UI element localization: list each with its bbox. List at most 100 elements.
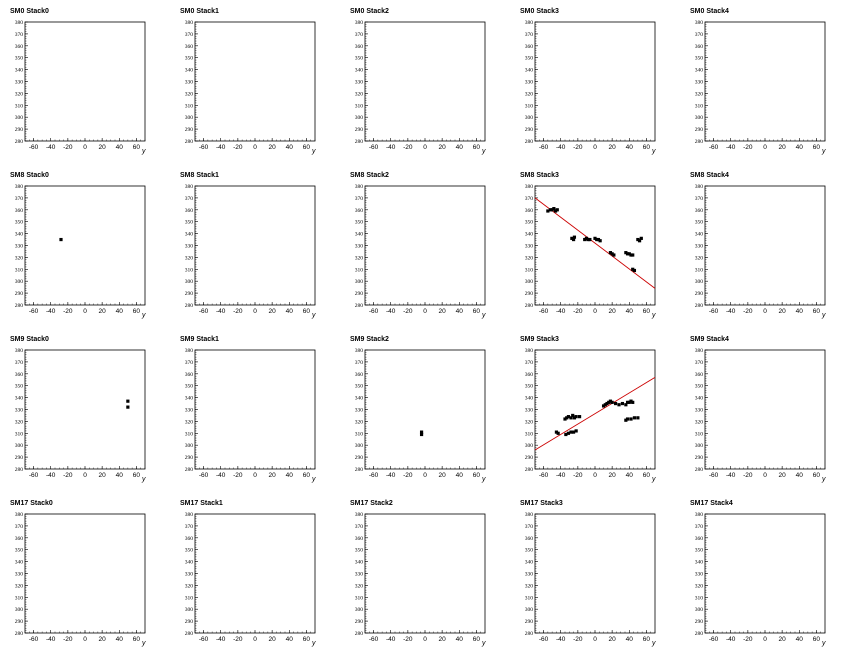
y-tick-label: 310 [525,267,534,273]
panel-title: SM8 Stack2 [350,172,389,179]
y-tick-label: 350 [15,548,24,554]
x-axis-label: y [141,476,146,483]
y-tick-label: 320 [355,419,364,425]
y-tick-label: 370 [185,196,194,202]
x-tick-label: -60 [29,472,39,479]
data-point [631,400,635,404]
x-tick-label: -20 [573,144,583,151]
y-tick-label: 320 [695,91,704,97]
data-point [584,236,589,240]
x-tick-label: -20 [233,472,243,479]
y-tick-label: 290 [525,619,534,625]
y-tick-label: 370 [15,32,24,38]
y-tick-label: 290 [695,455,704,461]
y-tick-label: 350 [355,220,364,226]
y-tick-label: 300 [15,279,24,285]
fit-line [534,376,656,451]
x-tick-label: 60 [303,308,311,315]
data-point [625,417,630,421]
y-tick-label: 320 [695,419,704,425]
x-tick-label: 40 [796,636,804,643]
x-axis-label: y [821,640,826,647]
x-tick-label: 20 [439,636,447,643]
x-tick-label: 20 [269,144,277,151]
x-tick-label: -60 [29,144,39,151]
x-tick-label: 0 [83,636,87,643]
y-tick-label: 370 [355,196,364,202]
data-point [572,416,577,420]
x-tick-label: 40 [116,636,124,643]
x-axis-label: y [481,148,486,155]
y-tick-label: 370 [185,32,194,38]
x-tick-label: -60 [199,472,209,479]
y-tick-label: 350 [525,220,534,226]
panel-title: SM0 Stack0 [10,8,49,15]
x-tick-label: -40 [216,472,226,479]
plot-frame [194,513,316,634]
x-tick-label: -40 [216,144,226,151]
y-tick-label: 290 [185,619,194,625]
y-tick-label: 350 [15,56,24,62]
y-tick-label: 280 [15,631,24,637]
data-point [624,251,628,255]
y-tick-label: 360 [355,536,364,542]
y-tick-label: 320 [355,91,364,97]
plot-frame [24,513,146,634]
x-tick-label: 60 [643,308,651,315]
y-tick-label: 350 [15,384,24,390]
panel-title: SM9 Stack2 [350,336,389,343]
panel-title: SM8 Stack1 [180,172,219,179]
x-tick-label: 20 [439,144,447,151]
y-tick-label: 290 [15,619,24,625]
plot-frame [364,349,486,470]
x-tick-label: 0 [763,636,767,643]
y-tick-label: 320 [185,91,194,97]
x-tick-label: 0 [593,144,597,151]
y-tick-label: 280 [15,139,24,145]
x-axis-label: y [651,312,656,319]
y-tick-label: 310 [15,431,24,437]
x-tick-label: 40 [456,472,464,479]
y-tick-label: 280 [355,467,364,473]
y-tick-label: 380 [695,348,704,354]
x-tick-label: 60 [473,308,481,315]
y-tick-label: 310 [525,595,534,601]
y-tick-label: 330 [525,572,534,578]
x-tick-label: -60 [199,636,209,643]
x-tick-label: -40 [556,144,566,151]
y-tick-label: 290 [15,127,24,133]
panel-title: SM8 Stack0 [10,172,49,179]
y-tick-label: 290 [185,455,194,461]
y-tick-label: 340 [185,232,194,238]
y-tick-label: 360 [695,208,704,214]
panel-title: SM0 Stack4 [690,8,729,15]
y-tick-label: 340 [695,396,704,402]
x-tick-label: 60 [133,472,141,479]
y-tick-label: 330 [185,572,194,578]
y-tick-label: 340 [15,560,24,566]
y-tick-label: 280 [355,631,364,637]
plot-frame [364,185,486,306]
y-tick-label: 300 [525,443,534,449]
y-tick-label: 310 [185,103,194,109]
data-point [553,209,558,213]
data-point [631,253,635,257]
data-point [572,235,577,239]
y-tick-label: 380 [355,20,364,26]
x-tick-label: -60 [709,144,719,151]
y-tick-label: 380 [695,184,704,190]
data-point [563,417,567,421]
x-tick-label: 40 [456,636,464,643]
x-tick-label: 60 [813,308,821,315]
panel: SM9 Stack0 280 290 300 310 320 330 340 350 360 370… [10,336,146,483]
y-tick-label: 310 [185,595,194,601]
x-tick-label: 0 [423,636,427,643]
y-tick-label: 290 [355,291,364,297]
data-point [627,400,631,404]
y-tick-label: 330 [695,80,704,86]
x-axis-label: y [311,312,316,319]
y-tick-label: 290 [695,619,704,625]
x-axis-label: y [141,312,146,319]
x-tick-label: 60 [133,308,141,315]
y-tick-label: 330 [15,80,24,86]
